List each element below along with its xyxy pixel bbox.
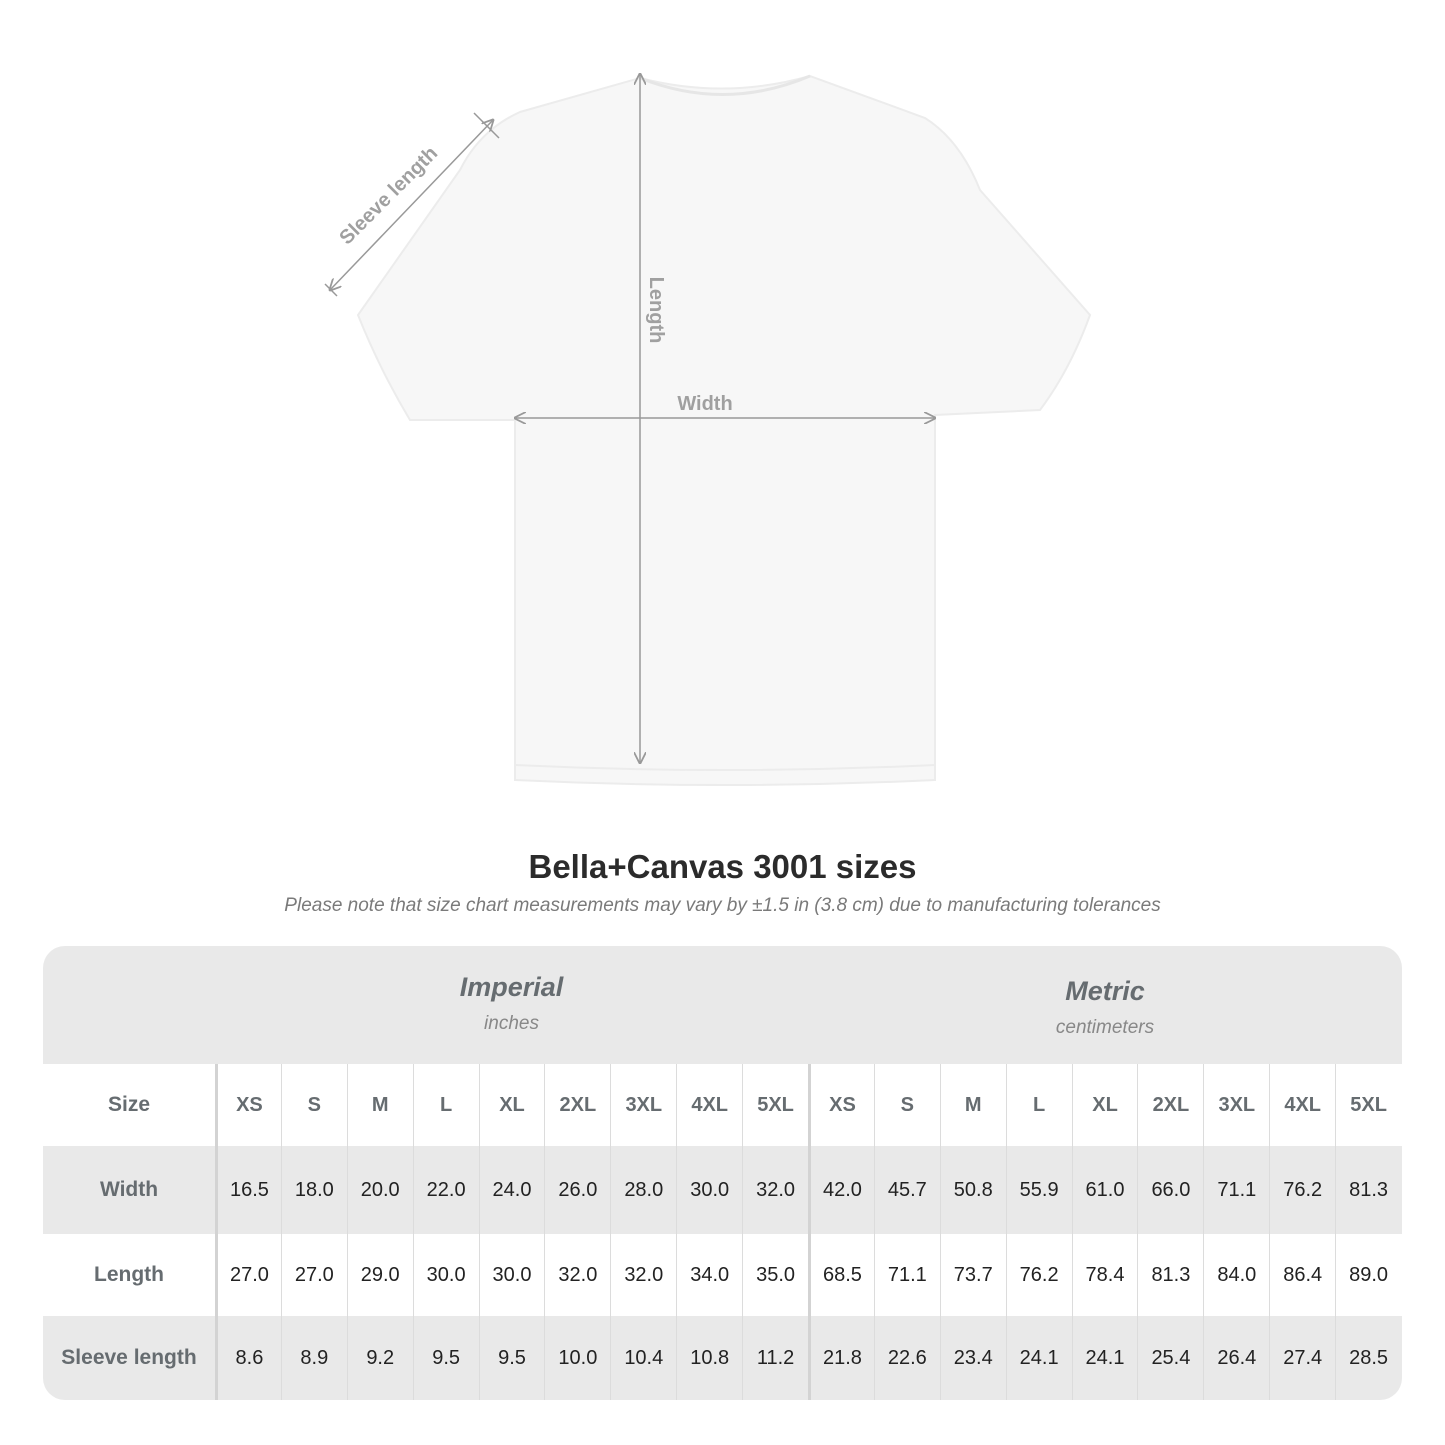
metric-value-cell: 78.4 (1071, 1234, 1138, 1316)
metric-value-cell: 42.0 (808, 1146, 874, 1234)
imperial-value-cell: 30.0 (412, 1234, 479, 1316)
metric-value-cell: 84.0 (1203, 1234, 1269, 1316)
size-header-cell: 5XL (1335, 1064, 1401, 1146)
imperial-value-cell: 9.5 (478, 1316, 545, 1400)
size-header-row: Size XS S M L XL 2XL 3XL 4XL 5XL XS S M L XL 2XL 3XL 4XL 5… (43, 1064, 1402, 1146)
imperial-value-cell: 22.0 (412, 1146, 479, 1234)
imperial-value-cell: 8.9 (280, 1316, 347, 1400)
imperial-value-cell: 28.0 (610, 1146, 676, 1234)
metric-value-cell: 23.4 (939, 1316, 1006, 1400)
metric-value-cell: 81.3 (1137, 1234, 1203, 1316)
metric-value-cell: 89.0 (1335, 1234, 1401, 1316)
metric-value-cell: 25.4 (1137, 1316, 1203, 1400)
imperial-value-cell: 26.0 (544, 1146, 610, 1234)
size-header-cell: M (939, 1064, 1006, 1146)
imperial-value-cell: 30.0 (676, 1146, 742, 1234)
imperial-value-cell: 16.5 (215, 1146, 281, 1234)
imperial-value-cell: 8.6 (215, 1316, 281, 1400)
chart-title: Bella+Canvas 3001 sizes (528, 848, 917, 885)
imperial-value-cell: 35.0 (742, 1234, 808, 1316)
imperial-value-cell: 30.0 (478, 1234, 545, 1316)
metric-value-cell: 24.1 (1071, 1316, 1138, 1400)
metric-value-cell: 76.2 (1005, 1234, 1072, 1316)
metric-header: Metric centimeters (808, 946, 1402, 1094)
metric-value-cell: 55.9 (1005, 1146, 1072, 1234)
width-label: Width (677, 393, 732, 415)
metric-value-cell: 26.4 (1203, 1316, 1269, 1400)
tolerance-note: Please note that size chart measurements… (284, 895, 1161, 916)
imperial-value-cell: 32.0 (742, 1146, 808, 1234)
size-header-cell: 3XL (1203, 1064, 1269, 1146)
size-header-cell: 5XL (742, 1064, 808, 1146)
imperial-value-cell: 18.0 (280, 1146, 347, 1234)
size-header-cell: 2XL (1137, 1064, 1203, 1146)
imperial-title: Imperial (459, 972, 564, 1002)
size-header-cell: 4XL (676, 1064, 742, 1146)
row-label: Sleeve length (61, 1346, 197, 1369)
metric-value-cell: 22.6 (873, 1316, 940, 1400)
imperial-value-cell: 10.4 (610, 1316, 676, 1400)
size-header-cell: XL (478, 1064, 545, 1146)
table-row: Width 16.5 18.0 20.0 22.0 24.0 26.0 28.0 30.0 32.… (43, 1146, 1402, 1234)
size-header-cell: XS (215, 1064, 281, 1146)
size-header-cell: S (873, 1064, 940, 1146)
row-label: Length (94, 1263, 164, 1286)
size-header-cell: L (412, 1064, 479, 1146)
imperial-unit: inches (484, 1013, 539, 1034)
tshirt-shape (356, 74, 1092, 786)
metric-value-cell: 50.8 (939, 1146, 1006, 1234)
imperial-value-cell: 9.2 (346, 1316, 413, 1400)
imperial-value-cell: 10.8 (676, 1316, 742, 1400)
sleeve-arrow (330, 120, 493, 290)
size-header-cell: XS (808, 1064, 874, 1146)
table-row: Length 27.0 27.0 29.0 30.0 30.0 32.0 32.0 34.0 35… (43, 1234, 1402, 1316)
size-header-cell: S (280, 1064, 347, 1146)
metric-value-cell: 68.5 (808, 1234, 874, 1316)
imperial-value-cell: 10.0 (544, 1316, 610, 1400)
size-header-cell: XL (1071, 1064, 1138, 1146)
imperial-value-cell: 29.0 (346, 1234, 413, 1316)
length-label: Length (645, 277, 667, 344)
size-header-cell: L (1005, 1064, 1072, 1146)
imperial-header: Imperial inches (215, 946, 808, 1090)
size-header-cell: 2XL (544, 1064, 610, 1146)
size-header-cell: M (346, 1064, 413, 1146)
row-label: Width (99, 1178, 159, 1201)
metric-value-cell: 73.7 (939, 1234, 1006, 1316)
table-row: Sleeve length 8.6 8.9 9.2 9.5 9.5 10.0 10.4 10.8… (43, 1316, 1402, 1400)
imperial-value-cell: 32.0 (610, 1234, 676, 1316)
imperial-value-cell: 9.5 (412, 1316, 479, 1400)
imperial-value-cell: 32.0 (544, 1234, 610, 1316)
metric-value-cell: 28.5 (1335, 1316, 1401, 1400)
metric-value-cell: 24.1 (1005, 1316, 1072, 1400)
metric-value-cell: 66.0 (1137, 1146, 1203, 1234)
size-header-cell: 4XL (1269, 1064, 1335, 1146)
size-header-cell: 3XL (610, 1064, 676, 1146)
metric-value-cell: 71.1 (1203, 1146, 1269, 1234)
metric-unit: centimeters (1055, 1017, 1155, 1038)
metric-value-cell: 61.0 (1071, 1146, 1138, 1234)
metric-value-cell: 86.4 (1269, 1234, 1335, 1316)
metric-value-cell: 76.2 (1269, 1146, 1335, 1234)
imperial-value-cell: 11.2 (742, 1316, 808, 1400)
imperial-value-cell: 24.0 (478, 1146, 545, 1234)
metric-value-cell: 81.3 (1335, 1146, 1401, 1234)
imperial-value-cell: 34.0 (676, 1234, 742, 1316)
metric-value-cell: 45.7 (873, 1146, 940, 1234)
metric-value-cell: 27.4 (1269, 1316, 1335, 1400)
imperial-value-cell: 27.0 (215, 1234, 281, 1316)
imperial-value-cell: 20.0 (346, 1146, 413, 1234)
metric-value-cell: 71.1 (873, 1234, 940, 1316)
size-table: Imperial inches Metric centimeters Size X… (43, 946, 1402, 1400)
imperial-value-cell: 27.0 (280, 1234, 347, 1316)
row-label: Size (107, 1093, 151, 1116)
metric-title: Metric (1065, 976, 1145, 1006)
tshirt-diagram: Sleeve length Length Width (324, 0, 1092, 786)
metric-value-cell: 21.8 (808, 1316, 874, 1400)
